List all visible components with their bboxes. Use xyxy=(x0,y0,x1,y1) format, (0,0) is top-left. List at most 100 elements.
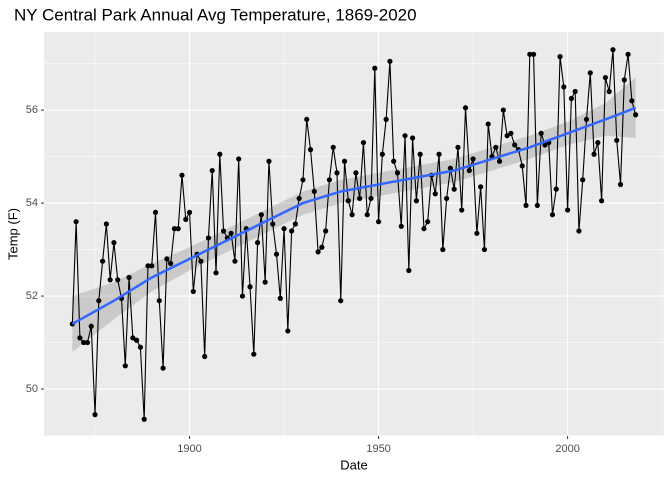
data-point xyxy=(599,198,605,204)
data-point xyxy=(77,335,83,341)
data-point xyxy=(323,228,329,234)
data-point xyxy=(186,209,193,215)
data-point xyxy=(580,177,586,183)
data-point xyxy=(111,240,117,246)
data-point xyxy=(137,344,144,350)
data-point xyxy=(198,258,204,264)
data-point xyxy=(326,177,333,183)
data-point xyxy=(179,172,185,178)
data-point xyxy=(311,188,317,195)
data-point xyxy=(462,105,469,111)
data-point xyxy=(587,70,593,76)
data-point xyxy=(251,351,257,357)
data-point xyxy=(145,263,151,269)
data-point xyxy=(500,107,506,113)
data-point xyxy=(591,151,597,157)
data-point xyxy=(583,116,590,123)
y-tick-label: 54 xyxy=(26,197,38,209)
data-point xyxy=(375,219,382,225)
data-point xyxy=(459,207,465,213)
data-point xyxy=(232,258,238,264)
data-point xyxy=(84,339,91,346)
data-point xyxy=(364,212,370,218)
panel xyxy=(44,32,664,436)
data-point xyxy=(228,230,234,236)
y-tick-label: 56 xyxy=(26,104,38,116)
data-point xyxy=(330,144,336,150)
data-point xyxy=(504,133,510,139)
data-point xyxy=(81,339,87,346)
data-point xyxy=(549,212,556,218)
data-point xyxy=(209,167,215,174)
data-point xyxy=(202,353,208,360)
data-point xyxy=(402,133,408,139)
data-point xyxy=(553,186,559,192)
data-point xyxy=(107,277,113,283)
data-point xyxy=(122,363,128,369)
data-point xyxy=(406,267,412,274)
data-point xyxy=(523,202,529,209)
data-point xyxy=(417,151,423,157)
data-point xyxy=(300,177,306,183)
data-point xyxy=(614,137,620,143)
data-point xyxy=(485,121,491,127)
data-point xyxy=(213,270,219,276)
data-point xyxy=(164,256,170,262)
data-point xyxy=(447,165,454,171)
data-point xyxy=(319,244,325,250)
data-point xyxy=(99,258,106,264)
data-point xyxy=(345,198,351,204)
data-point xyxy=(183,216,189,222)
data-point xyxy=(205,235,212,241)
data-point xyxy=(357,195,363,202)
data-point xyxy=(334,170,340,176)
data-point xyxy=(481,246,488,253)
data-point xyxy=(368,195,374,202)
x-axis-title: Date xyxy=(340,457,367,472)
data-point xyxy=(496,158,503,164)
data-point xyxy=(171,226,178,232)
data-point xyxy=(409,135,416,141)
data-point xyxy=(519,163,525,169)
data-point xyxy=(383,116,389,123)
data-point xyxy=(394,170,401,176)
data-point xyxy=(542,142,548,148)
data-point xyxy=(561,84,567,90)
data-point xyxy=(576,228,582,234)
data-point xyxy=(220,228,227,234)
data-point xyxy=(629,98,635,104)
data-point xyxy=(421,226,427,232)
data-point xyxy=(273,251,280,257)
y-axis-title: Temp (F) xyxy=(5,208,20,260)
data-point xyxy=(527,51,533,57)
data-point xyxy=(160,365,166,371)
data-point xyxy=(103,221,109,227)
data-point xyxy=(130,335,136,341)
data-point xyxy=(610,47,616,53)
data-point xyxy=(466,167,472,174)
data-point xyxy=(478,184,484,190)
data-point xyxy=(270,221,276,227)
data-point xyxy=(617,181,624,188)
data-point xyxy=(474,230,480,236)
data-point xyxy=(258,212,264,218)
data-point xyxy=(96,298,102,304)
data-point xyxy=(341,158,348,164)
data-point xyxy=(633,112,639,118)
data-point xyxy=(149,263,155,269)
data-point xyxy=(307,147,314,153)
data-point xyxy=(126,274,132,281)
data-point xyxy=(432,191,438,197)
data-point xyxy=(568,95,574,102)
data-point xyxy=(391,158,397,164)
data-point xyxy=(254,240,261,246)
data-point xyxy=(292,221,299,227)
data-point xyxy=(152,209,159,215)
data-point xyxy=(557,54,563,60)
y-tick-label: 50 xyxy=(26,383,38,395)
data-point xyxy=(595,140,601,146)
data-point xyxy=(379,151,385,157)
data-point xyxy=(239,293,246,299)
data-point xyxy=(134,337,140,343)
